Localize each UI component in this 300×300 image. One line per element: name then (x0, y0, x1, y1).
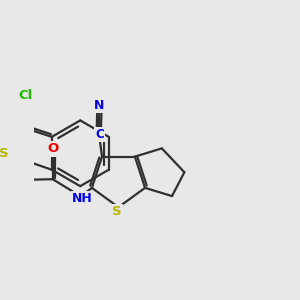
Text: S: S (0, 147, 9, 160)
Text: N: N (94, 98, 105, 112)
Text: C: C (95, 128, 104, 141)
Text: NH: NH (72, 193, 93, 206)
Text: S: S (112, 205, 122, 218)
Text: O: O (47, 142, 58, 155)
Text: Cl: Cl (19, 89, 33, 102)
